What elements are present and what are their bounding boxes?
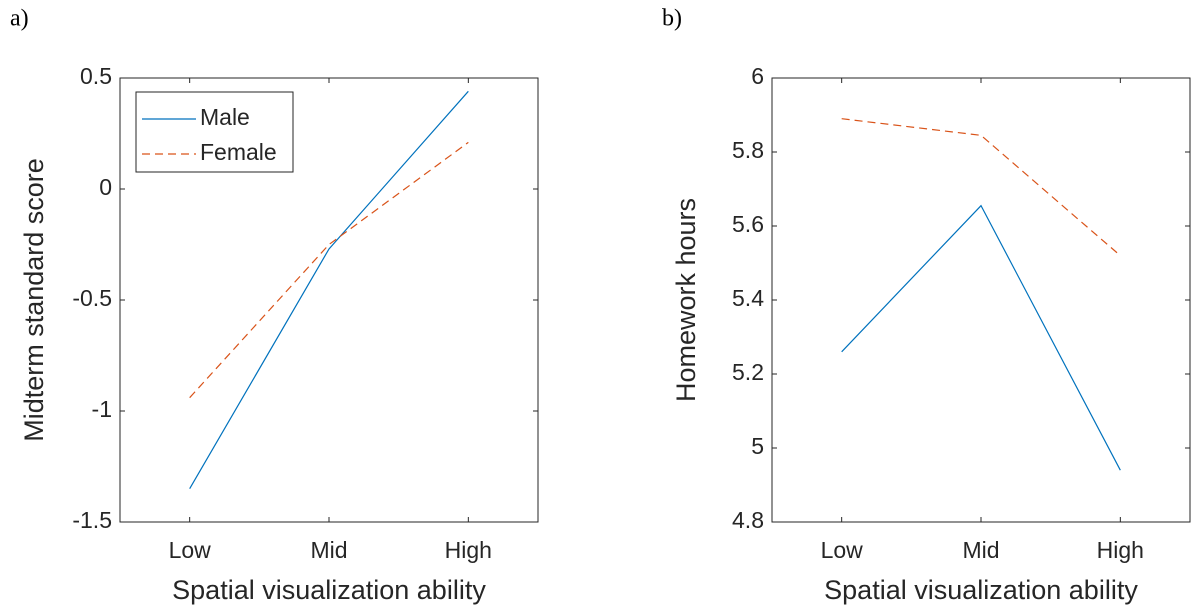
x-tick-label: High <box>445 537 492 563</box>
y-axis-label: Homework hours <box>671 198 701 402</box>
y-tick-label: -1.5 <box>72 507 112 533</box>
legend-box <box>135 91 294 173</box>
y-tick-label: -0.5 <box>72 285 112 311</box>
x-tick-label: Mid <box>310 537 347 563</box>
y-tick-label: 5 <box>751 433 764 459</box>
y-tick-label: 5.6 <box>732 211 764 237</box>
legend-label: Female <box>200 139 277 165</box>
x-axis-label: Spatial visualization ability <box>172 575 486 605</box>
y-tick-label: 0 <box>99 174 112 200</box>
y-tick-label: 6 <box>751 63 764 89</box>
x-tick-label: Mid <box>962 537 999 563</box>
series-line <box>841 204 1121 471</box>
panel-label: b) <box>662 6 682 32</box>
series-line <box>189 90 469 490</box>
x-tick-label: Low <box>169 537 212 563</box>
chart-panel: b) 4.8 5 5.2 5.4 5.6 5.8 6 Low Mid High Spatial vis… <box>662 6 1191 605</box>
y-tick-label: 5.4 <box>732 285 764 311</box>
panel-label: a) <box>10 6 29 32</box>
x-tick-label: Low <box>821 537 864 563</box>
x-axis-label: Spatial visualization ability <box>824 575 1138 605</box>
legend-label: Male <box>200 104 250 130</box>
chart-panel: a) -1.5 -1 -0.5 0 0.5 Low Mid High Spatial visual… <box>10 6 539 605</box>
y-tick-label: -1 <box>92 396 112 422</box>
y-tick-label: 4.8 <box>732 507 764 533</box>
y-tick-label: 5.8 <box>732 137 764 163</box>
y-axis-label: Midterm standard score <box>19 158 49 442</box>
y-tick-label: 5.2 <box>732 359 764 385</box>
axes-box <box>771 77 1191 523</box>
series-line <box>189 141 469 399</box>
y-tick-label: 0.5 <box>80 63 112 89</box>
x-tick-label: High <box>1097 537 1144 563</box>
series-line <box>841 118 1121 257</box>
